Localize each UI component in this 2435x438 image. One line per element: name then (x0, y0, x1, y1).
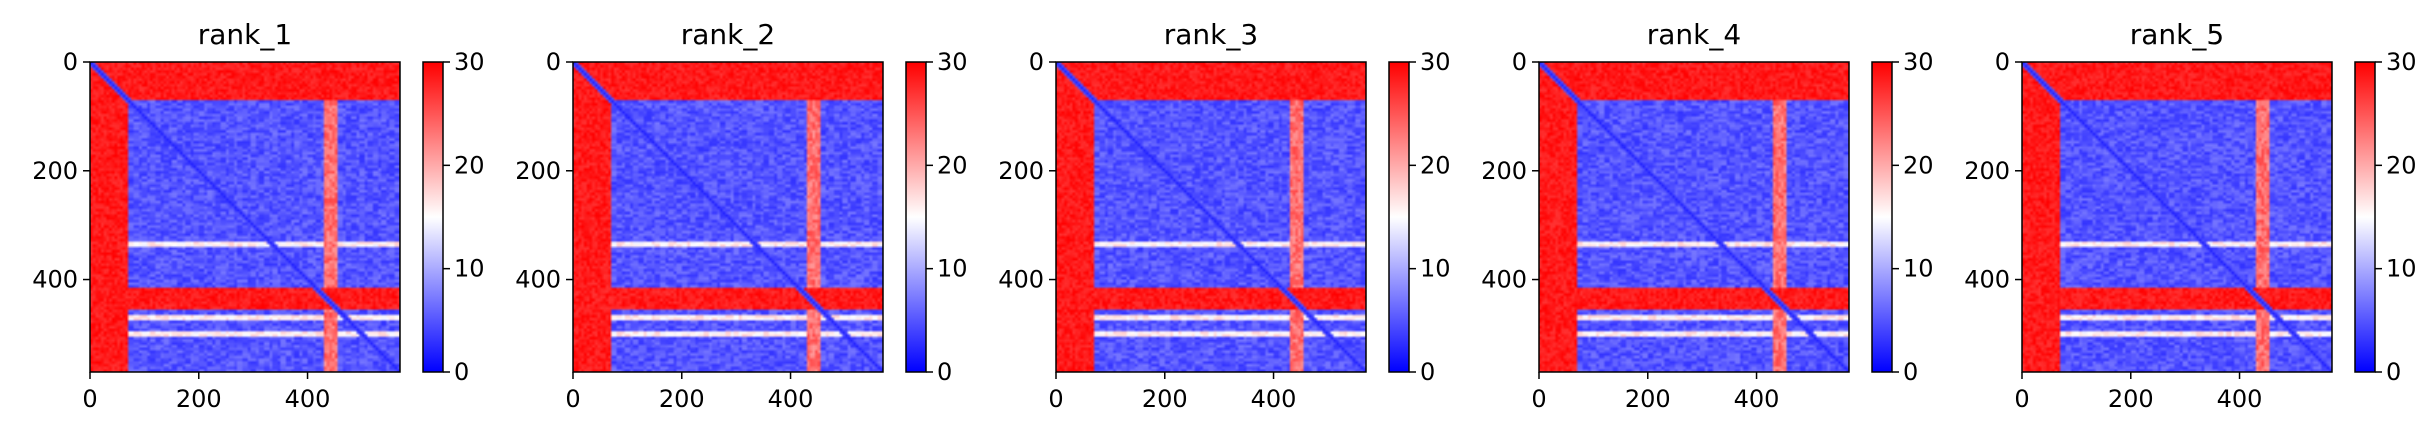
colorbar-tick-label: 20 (454, 151, 485, 179)
panel-4: rank_4 0 200 400 0 200 400 0 10 20 30 (1481, 18, 1933, 413)
colorbar (2354, 61, 2376, 373)
panel-3: rank_3 0 200 400 0 200 400 0 10 20 30 (998, 18, 1450, 413)
y-tick-label: 200 (32, 157, 78, 185)
colorbar-tick-label: 0 (937, 358, 952, 386)
x-tick-label: 400 (2217, 385, 2263, 413)
x-tick-label: 0 (1048, 385, 1063, 413)
x-tick-label: 200 (1142, 385, 1188, 413)
y-tick-label: 0 (1995, 48, 2010, 76)
x-tick-label: 200 (176, 385, 222, 413)
panel-2: rank_2 0 200 400 0 200 400 0 10 20 30 (515, 18, 967, 413)
x-tick-label: 0 (2014, 385, 2029, 413)
x-tick-label: 400 (768, 385, 814, 413)
heatmap-image (90, 62, 400, 372)
colorbar-tick-label: 30 (454, 48, 485, 76)
y-tick-label: 400 (32, 266, 78, 294)
heatmap-image (1539, 62, 1849, 372)
y-tick-label: 0 (1029, 48, 1044, 76)
colorbar-tick-label: 0 (2386, 358, 2401, 386)
colorbar-tick-label: 30 (1903, 48, 1934, 76)
heatmap-image (2022, 62, 2332, 372)
colorbar-tick-label: 10 (1903, 255, 1934, 283)
x-tick-label: 400 (285, 385, 331, 413)
x-tick-label: 0 (1531, 385, 1546, 413)
colorbar-tick-label: 20 (937, 151, 968, 179)
heatmap-image (1056, 62, 1366, 372)
panel-title: rank_4 (1647, 18, 1741, 51)
axes-frame (572, 61, 884, 373)
axes-frame (89, 61, 401, 373)
y-tick-label: 0 (1512, 48, 1527, 76)
panel-title: rank_1 (198, 18, 292, 51)
colorbar-tick-label: 20 (1420, 151, 1451, 179)
y-tick-label: 400 (515, 266, 561, 294)
x-tick-label: 400 (1251, 385, 1297, 413)
panel-title: rank_2 (681, 18, 775, 51)
colorbar-tick-label: 20 (2386, 151, 2417, 179)
y-tick-label: 200 (1481, 157, 1527, 185)
y-tick-label: 400 (998, 266, 1044, 294)
colorbar-tick-label: 30 (1420, 48, 1451, 76)
y-tick-label: 200 (1964, 157, 2010, 185)
panel-title: rank_3 (1164, 18, 1258, 51)
colorbar-tick-label: 20 (1903, 151, 1934, 179)
y-tick-label: 0 (63, 48, 78, 76)
colorbar (905, 61, 927, 373)
axes-frame (1538, 61, 1850, 373)
panel-5: rank_5 0 200 400 0 200 400 0 10 20 30 (1964, 18, 2416, 413)
colorbar-tick-label: 10 (454, 255, 485, 283)
axes-frame (2021, 61, 2333, 373)
colorbar-tick-label: 30 (2386, 48, 2417, 76)
colorbar-tick-label: 0 (1420, 358, 1435, 386)
x-tick-label: 0 (82, 385, 97, 413)
colorbar-tick-label: 10 (1420, 255, 1451, 283)
y-tick-label: 0 (546, 48, 561, 76)
y-tick-label: 200 (515, 157, 561, 185)
colorbar (422, 61, 444, 373)
colorbar (1388, 61, 1410, 373)
colorbar-tick-label: 0 (1903, 358, 1918, 386)
heatmap-image (573, 62, 883, 372)
colorbar (1871, 61, 1893, 373)
x-tick-label: 200 (659, 385, 705, 413)
x-tick-label: 400 (1734, 385, 1780, 413)
y-tick-label: 400 (1964, 266, 2010, 294)
y-tick-label: 400 (1481, 266, 1527, 294)
colorbar-tick-label: 10 (2386, 255, 2417, 283)
x-tick-label: 200 (2108, 385, 2154, 413)
x-tick-label: 0 (565, 385, 580, 413)
colorbar-tick-label: 30 (937, 48, 968, 76)
panel-1: rank_1 0 200 400 0 200 400 0 10 20 30 (32, 18, 484, 413)
panel-title: rank_5 (2130, 18, 2224, 51)
x-tick-label: 200 (1625, 385, 1671, 413)
colorbar-tick-label: 0 (454, 358, 469, 386)
colorbar-tick-label: 10 (937, 255, 968, 283)
axes-frame (1055, 61, 1367, 373)
y-tick-label: 200 (998, 157, 1044, 185)
